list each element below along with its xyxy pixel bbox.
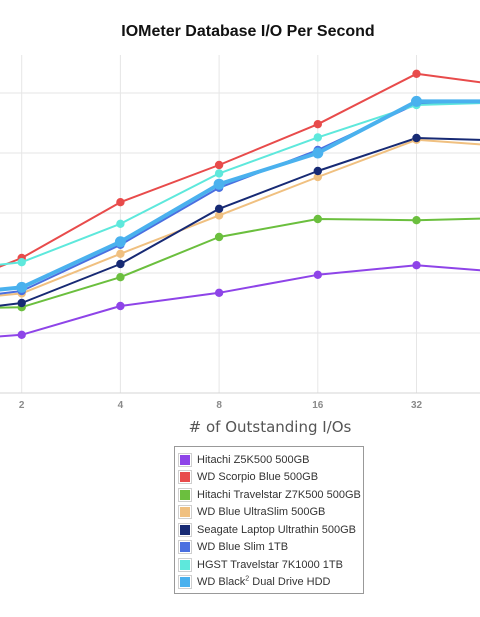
legend-label: Hitachi Travelstar Z7K500 500GB bbox=[197, 488, 361, 501]
x-tick-label: 16 bbox=[312, 400, 324, 411]
data-point bbox=[214, 288, 224, 297]
legend-label: Seagate Laptop Ultrathin 500GB bbox=[197, 523, 357, 536]
data-point bbox=[313, 172, 322, 182]
x-tick-labels: 2 4 8 16 32 bbox=[19, 400, 423, 411]
series-line bbox=[0, 102, 480, 266]
series-points bbox=[16, 69, 422, 339]
series-line bbox=[0, 138, 480, 297]
x-axis-label: # of Outstanding I/Os bbox=[189, 418, 352, 436]
data-point bbox=[214, 211, 224, 220]
chart-title: IOMeter Database I/O Per Second bbox=[121, 23, 374, 40]
legend: Hitachi Z5K500 500GB WD Scorpio Blue 500G… bbox=[174, 446, 364, 594]
data-point bbox=[412, 133, 421, 143]
data-point bbox=[116, 219, 125, 228]
grid bbox=[0, 55, 480, 394]
data-point bbox=[412, 216, 421, 225]
data-point bbox=[16, 281, 28, 293]
legend-swatch-color bbox=[180, 524, 190, 535]
data-point bbox=[17, 258, 26, 267]
legend-swatch-color bbox=[180, 507, 190, 518]
legend-label: HGST Travelstar 7K1000 1TB bbox=[197, 558, 343, 571]
data-point bbox=[214, 204, 224, 213]
legend-swatch bbox=[178, 540, 192, 555]
legend-item: HGST Travelstar 7K1000 1TB bbox=[178, 556, 363, 574]
legend-swatch bbox=[178, 452, 192, 467]
legend-label: WD Blue UltraSlim 500GB bbox=[197, 506, 326, 519]
data-point bbox=[17, 298, 26, 308]
legend-item: Seagate Laptop Ultrathin 500GB bbox=[178, 521, 363, 539]
x-tick-label: 8 bbox=[216, 400, 222, 411]
data-point bbox=[116, 301, 125, 311]
legend-item: WD Blue Slim 1TB bbox=[178, 539, 363, 557]
legend-swatch-color bbox=[180, 542, 190, 553]
data-point bbox=[313, 214, 322, 224]
data-point bbox=[116, 249, 125, 258]
legend-swatch-color bbox=[180, 489, 190, 500]
legend-swatch-color bbox=[180, 577, 190, 588]
legend-swatch-color bbox=[180, 454, 190, 465]
x-tick-label: 2 bbox=[19, 400, 25, 411]
legend-item: Hitachi Z5K500 500GB bbox=[178, 451, 363, 469]
legend-label: WD Blue Slim 1TB bbox=[197, 541, 289, 554]
legend-swatch bbox=[178, 487, 192, 502]
data-point bbox=[116, 259, 125, 269]
data-point bbox=[214, 232, 224, 242]
data-point bbox=[412, 69, 421, 79]
legend-swatch bbox=[178, 505, 192, 520]
legend-label: WD Scorpio Blue 500GB bbox=[197, 471, 319, 484]
data-point bbox=[17, 330, 26, 339]
data-point bbox=[313, 270, 322, 279]
legend-item: WD Blue UltraSlim 500GB bbox=[178, 504, 363, 522]
data-point bbox=[116, 198, 125, 207]
legend-swatch bbox=[178, 522, 192, 537]
data-point bbox=[411, 95, 422, 107]
legend-swatch bbox=[178, 575, 192, 590]
data-point bbox=[214, 160, 224, 170]
data-point bbox=[313, 166, 322, 176]
data-point bbox=[313, 120, 322, 129]
x-tick-label: 4 bbox=[118, 400, 124, 411]
legend-item: WD Scorpio Blue 500GB bbox=[178, 469, 363, 487]
legend-item: Hitachi Travelstar Z7K500 500GB bbox=[178, 486, 363, 504]
data-point bbox=[313, 133, 322, 142]
legend-label: WD Black2 Dual Drive HDD bbox=[197, 575, 331, 589]
data-point bbox=[412, 261, 421, 270]
data-point bbox=[213, 178, 225, 190]
data-point bbox=[214, 169, 224, 178]
x-tick-label: 32 bbox=[411, 400, 423, 411]
series-lines bbox=[0, 72, 480, 338]
legend-swatch-color bbox=[180, 559, 190, 570]
data-point bbox=[312, 147, 324, 159]
data-point bbox=[114, 236, 126, 248]
legend-label: Hitachi Z5K500 500GB bbox=[197, 453, 310, 466]
legend-swatch-color bbox=[180, 472, 190, 483]
legend-swatch bbox=[178, 557, 192, 572]
data-point bbox=[116, 273, 125, 282]
legend-swatch bbox=[178, 470, 192, 485]
series-line bbox=[0, 264, 480, 338]
legend-item: WD Black2 Dual Drive HDD bbox=[178, 574, 363, 592]
